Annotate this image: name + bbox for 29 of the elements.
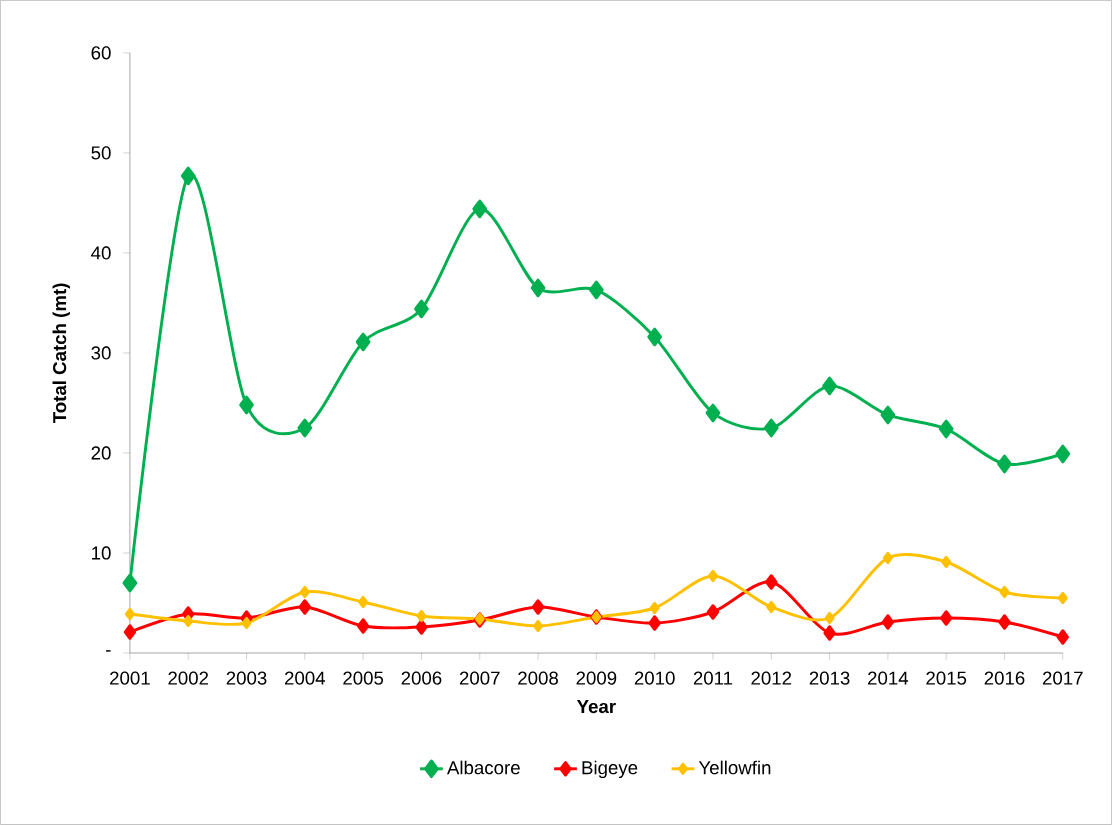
- y-tick-label: 50: [91, 146, 111, 160]
- x-tick-label: 2017: [1042, 671, 1083, 685]
- y-tick-label: -: [106, 650, 111, 652]
- x-tick-label: 2015: [926, 671, 967, 685]
- x-tick-label: 2014: [868, 671, 909, 685]
- x-tick-label: 2013: [809, 671, 850, 685]
- x-tick-label: 2002: [168, 671, 209, 685]
- x-tick-label: 2011: [693, 671, 733, 685]
- y-tick-label: 10: [92, 546, 111, 560]
- x-tick-label: 2010: [634, 671, 675, 685]
- y-tick-label: 20: [91, 446, 111, 460]
- x-tick-label: 2009: [576, 671, 617, 685]
- x-tick-label: 2007: [459, 671, 500, 685]
- x-tick-label: 2001: [110, 671, 150, 685]
- x-tick-label: 2006: [401, 671, 442, 685]
- x-tick-label: 2016: [984, 671, 1025, 685]
- y-tick-label: 60: [91, 46, 111, 60]
- legend-label: Yellowfin: [698, 760, 771, 775]
- x-tick-label: 2008: [518, 671, 558, 685]
- y-axis-title: Total Catch (mt): [52, 283, 70, 424]
- x-axis-title: Year: [576, 700, 616, 714]
- x-tick-label: 2005: [343, 671, 384, 685]
- x-tick-label: 2004: [285, 671, 326, 685]
- x-tick-label: 2012: [751, 671, 792, 685]
- y-tick-label: 40: [91, 246, 111, 260]
- legend-label: Bigeye: [582, 760, 638, 779]
- y-tick-label: 30: [91, 346, 111, 360]
- legend-label: Albacore: [446, 760, 520, 775]
- x-tick-label: 2003: [226, 671, 267, 685]
